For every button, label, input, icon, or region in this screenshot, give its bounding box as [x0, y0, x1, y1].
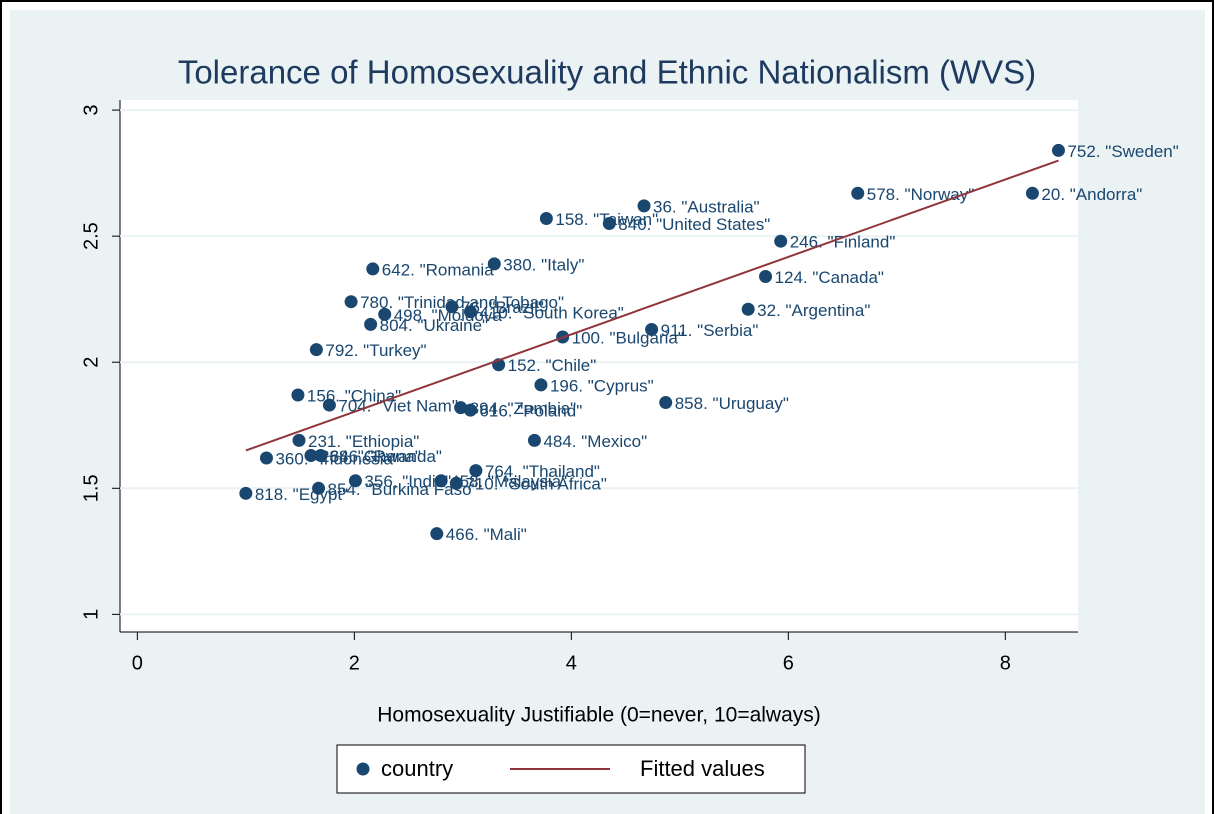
point-label: 764. "Thailand"	[485, 462, 600, 481]
point	[851, 186, 865, 200]
point-label: 36. "Australia"	[653, 197, 760, 216]
point	[314, 449, 328, 463]
point	[1051, 143, 1065, 157]
point-label: 840. "United States"	[618, 215, 770, 234]
point	[344, 295, 358, 309]
point	[741, 302, 755, 316]
point	[291, 388, 305, 402]
point-label: 710. "South Africa"	[465, 475, 607, 494]
point	[366, 262, 380, 276]
point-label: 124. "Canada"	[775, 268, 884, 287]
point	[645, 322, 659, 336]
point-label: 152. "Chile"	[508, 356, 597, 375]
point	[534, 378, 548, 392]
point-label: 380. "Italy"	[503, 255, 584, 274]
point	[434, 474, 448, 488]
x-tick-label: 2	[349, 652, 360, 674]
point-label: 642. "Romania"	[382, 260, 500, 279]
point	[759, 269, 773, 283]
legend-label: Fitted values	[640, 756, 765, 781]
point-label: 32. "Argentina"	[757, 301, 870, 320]
plot-region	[120, 100, 1078, 632]
point	[449, 476, 463, 490]
y-tick-label: 1.5	[80, 474, 102, 502]
point-label: 76. "Brazil"	[461, 298, 544, 317]
fit-line	[245, 159, 1059, 452]
point-label: 704. "Viet Nam"	[338, 397, 457, 416]
point-label: 458. "Malaysia"	[450, 472, 567, 491]
point	[1025, 186, 1039, 200]
point-label: 780. "Trinidad and Tobago"	[360, 293, 564, 312]
point	[774, 234, 788, 248]
point-label: 752. "Sweden"	[1067, 142, 1178, 161]
point	[527, 433, 541, 447]
point	[637, 199, 651, 213]
legend	[336, 744, 806, 794]
point	[348, 474, 362, 488]
point-label: 288. "Ghana"	[320, 447, 421, 466]
point	[539, 212, 553, 226]
point-label: 792. "Turkey"	[325, 341, 426, 360]
point	[445, 300, 459, 314]
point	[463, 305, 477, 319]
point-label: 646. "Rwanda"	[330, 447, 442, 466]
point	[659, 396, 673, 410]
point-label: 356. "India"	[364, 472, 451, 491]
point	[292, 433, 306, 447]
point	[309, 343, 323, 357]
point-label: 911. "Serbia"	[661, 321, 759, 340]
y-tick-label: 2.5	[80, 222, 102, 250]
point	[322, 398, 336, 412]
point-label: 410. "South Korea"	[479, 303, 623, 322]
point	[378, 307, 392, 321]
point-label: 231. "Ethiopia"	[308, 432, 419, 451]
point-label: 20. "Andorra"	[1041, 185, 1142, 204]
y-tick-label: 2	[80, 357, 102, 368]
point-label: 804. "Ukraine"	[380, 316, 488, 335]
point-label: 484. "Mexico"	[543, 432, 647, 451]
point-label: 466. "Mali"	[446, 525, 527, 544]
point-label: 246. "Finland"	[790, 233, 896, 252]
legend-marker	[356, 762, 370, 776]
point-label: 894. "Zambia"	[470, 399, 577, 418]
point-label: 858. "Uruguay"	[675, 394, 789, 413]
point	[430, 527, 444, 541]
point-label: 498. "Moldova"	[394, 306, 508, 325]
point	[463, 403, 477, 417]
point	[602, 217, 616, 231]
point-label: 854. "Burkina Faso"	[328, 480, 478, 499]
point	[304, 449, 318, 463]
x-tick-label: 4	[566, 652, 577, 674]
y-tick-label: 3	[80, 105, 102, 116]
point	[239, 486, 253, 500]
x-tick-label: 6	[783, 652, 794, 674]
point	[454, 401, 468, 415]
x-tick-label: 8	[1000, 652, 1011, 674]
point-label: 616. "Poland"	[479, 402, 582, 421]
chart-title: Tolerance of Homosexuality and Ethnic Na…	[178, 54, 1036, 91]
y-tick-label: 1	[80, 609, 102, 620]
point-label: 578. "Norway"	[867, 185, 975, 204]
point-label: 196. "Cyprus"	[550, 376, 654, 395]
x-axis-title: Homosexuality Justifiable (0=never, 10=a…	[377, 704, 821, 727]
point	[259, 451, 273, 465]
point	[364, 317, 378, 331]
point	[469, 464, 483, 478]
x-tick-label: 0	[132, 652, 143, 674]
point	[487, 257, 501, 271]
legend-label: country	[381, 756, 453, 781]
point	[312, 481, 326, 495]
